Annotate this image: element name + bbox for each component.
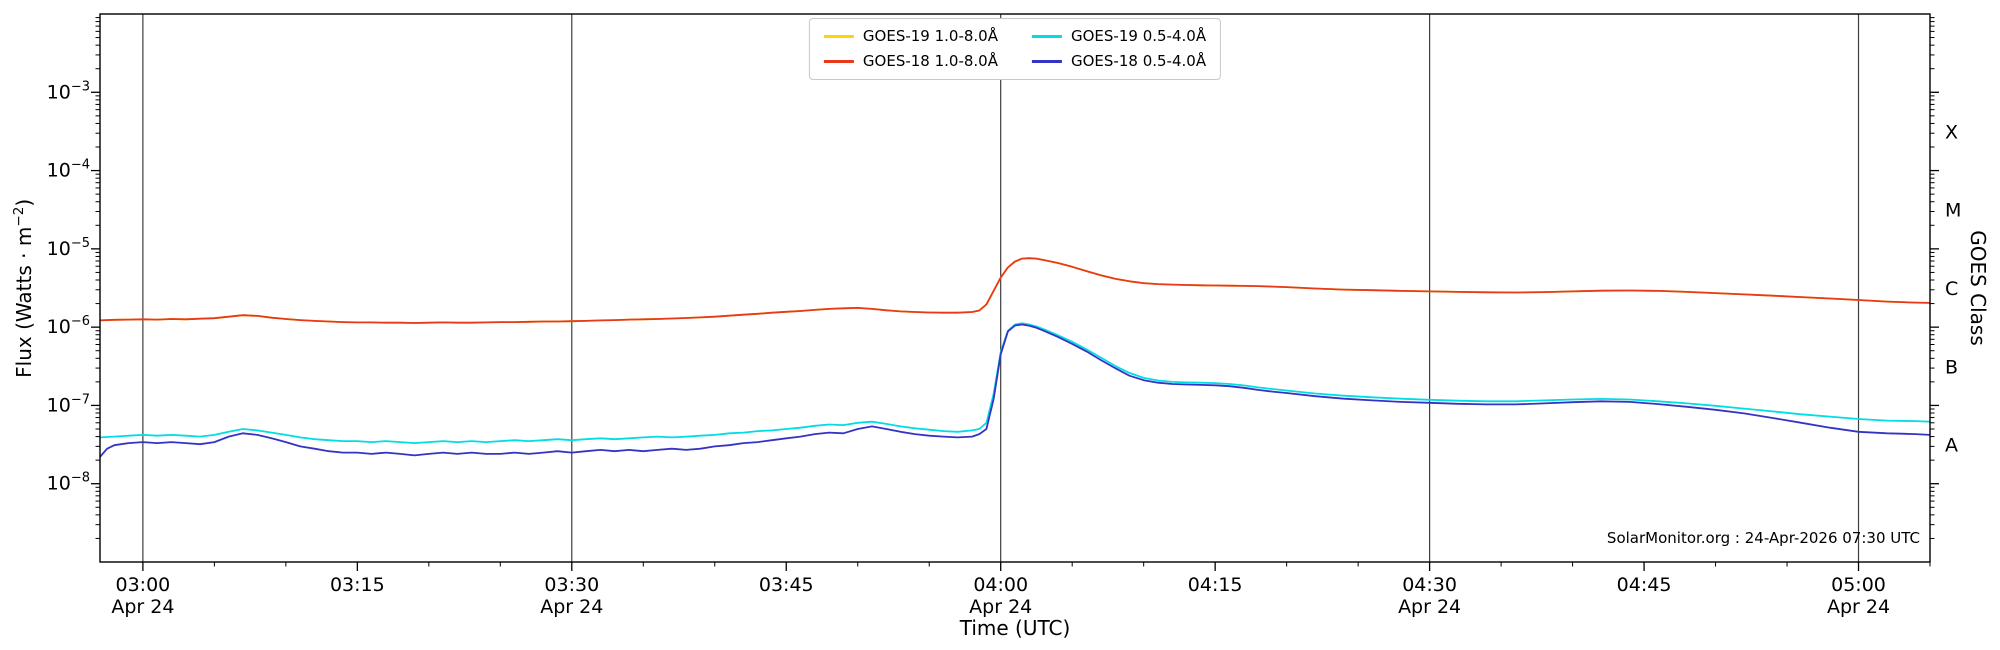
y-axis-label-suffix: ) (11, 198, 36, 207)
legend-item-goes19-short: GOES-19 0.5-4.0Å (1032, 27, 1206, 46)
legend-item-goes18-short: GOES-18 0.5-4.0Å (1032, 52, 1206, 71)
plot-border (99, 13, 1931, 563)
y-tick-label: 10−5 (47, 236, 90, 260)
series-line-goes18-short (100, 323, 1930, 458)
legend-item-goes19-long: GOES-19 1.0-8.0Å (823, 27, 998, 46)
legend-item-label: GOES-19 1.0-8.0Å (862, 27, 998, 45)
legend-line-swatch-goes19-short (1032, 34, 1062, 38)
legend-item-label: GOES-18 1.0-8.0Å (862, 51, 998, 70)
y-axis-label: Flux (Watts · m−2) (0, 14, 46, 562)
series-line-goes18-long (100, 257, 1930, 324)
x-tick-label: 04:15 (1188, 574, 1243, 596)
y-axis-label-exponent: −2 (10, 206, 27, 227)
x-tick-label: 03:15 (330, 574, 385, 596)
y-axis-label-text: Flux (Watts · m−2) (11, 198, 36, 377)
goes-class-axis-label: GOES Class (1956, 14, 2000, 562)
goes-class-letter: X (1945, 121, 1958, 143)
y-tick-label: 10−4 (47, 158, 90, 182)
x-axis-label: Time (UTC) (959, 616, 1071, 640)
legend-item-label: GOES-18 0.5-4.0Å (1071, 51, 1207, 70)
legend-item-label: GOES-19 0.5-4.0Å (1071, 27, 1207, 45)
y-tick-label: 10−7 (47, 392, 90, 416)
x-tick-label: 04:45 (1617, 574, 1672, 596)
x-date-label: Apr 24 (1827, 596, 1890, 618)
watermark: SolarMonitor.org : 24-Apr-2026 07:30 UTC (1606, 529, 1920, 547)
legend-line-swatch-goes18-long (823, 59, 854, 63)
y-tick-label: 10−6 (47, 314, 90, 338)
x-date-label: Apr 24 (1398, 596, 1461, 618)
legend-line-swatch-goes19-long (823, 34, 854, 38)
legend: GOES-19 1.0-8.0Å GOES-18 1.0-8.0Å GOES-19 … (808, 18, 1222, 80)
y-tick-label: 10−3 (47, 79, 90, 103)
x-date-label: Apr 24 (969, 596, 1032, 618)
x-tick-label: 03:00 (116, 574, 171, 596)
legend-line-swatch-goes18-short (1032, 59, 1062, 63)
goes-class-axis-label-text: GOES Class (1966, 230, 1991, 346)
x-tick-label: 03:30 (544, 574, 599, 596)
x-tick-label: 04:00 (973, 574, 1028, 596)
goes-class-letter: B (1945, 356, 1958, 378)
goes-class-letter: C (1945, 278, 1958, 300)
y-tick-label: 10−8 (47, 471, 90, 495)
x-tick-label: 04:30 (1402, 574, 1457, 596)
x-tick-label: 05:00 (1831, 574, 1886, 596)
x-tick-label: 03:45 (759, 574, 814, 596)
goes-class-letter: A (1945, 435, 1958, 457)
goes-class-letter: M (1945, 200, 1961, 222)
y-axis-label-prefix: Flux (Watts · m (11, 226, 36, 378)
x-date-label: Apr 24 (540, 596, 603, 618)
series-line-goes19-short (100, 322, 1930, 445)
x-date-label: Apr 24 (111, 596, 174, 618)
legend-item-goes18-long: GOES-18 1.0-8.0Å (823, 51, 998, 71)
